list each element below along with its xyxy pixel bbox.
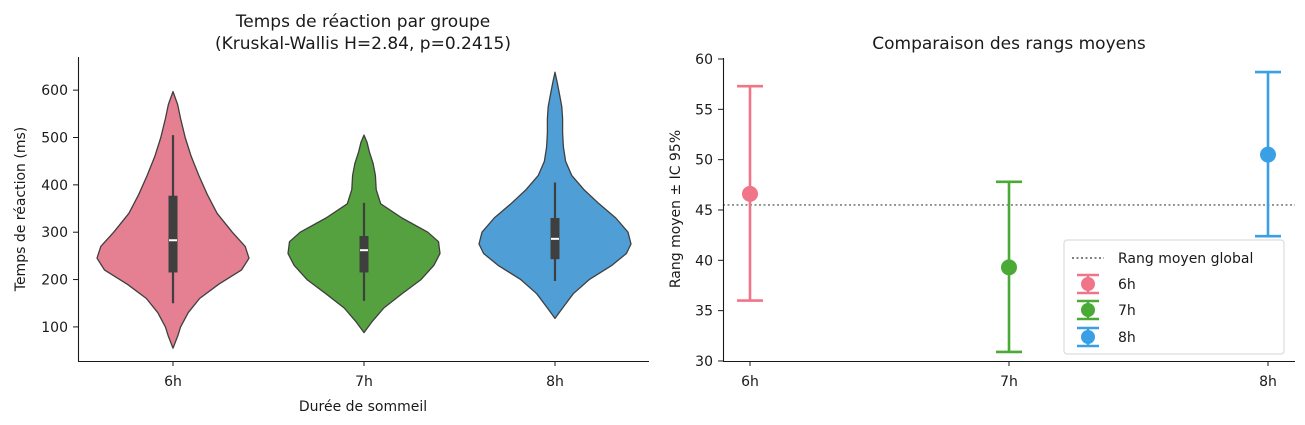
- legend-label-7h: 7h: [1118, 303, 1136, 319]
- violin-y-tick-label: 300: [41, 225, 68, 241]
- errorbar-y-tick-label: 30: [695, 354, 713, 370]
- errorbar-x-tick-label: 6h: [741, 374, 759, 390]
- mean-point-8h: [1260, 146, 1276, 163]
- legend: Rang moyen global 6h 7h 8h: [1063, 239, 1285, 355]
- legend-frame: [1063, 239, 1285, 355]
- errorbar-y-tick-label: 35: [695, 304, 713, 320]
- violin-x-axis-label: Durée de sommeil: [299, 399, 427, 415]
- violin-x-ticks: 6h 7h 8h: [164, 361, 564, 390]
- errorbar-chart-title: Comparaison des rangs moyens: [872, 34, 1146, 54]
- violin-iqr-box-6h: [168, 195, 178, 273]
- mean-point-6h: [742, 185, 758, 202]
- violin-x-tick-label: 6h: [164, 374, 182, 390]
- violin-chart: Temps de réaction par groupe (Kruskal-Wa…: [13, 12, 649, 415]
- errorbar-y-tick-label: 40: [695, 253, 713, 269]
- violin-chart-title-line2: (Kruskal-Wallis H=2.84, p=0.2415): [215, 34, 511, 54]
- violin-y-tick-label: 100: [41, 320, 68, 336]
- legend-label-ref: Rang moyen global: [1118, 251, 1253, 267]
- errorbar-chart: Comparaison des rangs moyens 30 35 40 45 50 5…: [668, 34, 1295, 390]
- legend-marker-dot-6h: [1081, 277, 1095, 291]
- violin-y-tick-label: 500: [41, 130, 68, 146]
- errorbar-y-tick-label: 45: [695, 203, 713, 219]
- errorbar-y-tick-label: 50: [695, 153, 713, 169]
- violin-y-tick-label: 200: [41, 273, 68, 289]
- errorbar-y-axis-label: Rang moyen ± IC 95%: [668, 130, 684, 288]
- legend-marker-dot-7h: [1081, 303, 1095, 317]
- errorbar-y-tick-label: 60: [695, 52, 713, 68]
- errorbar-x-tick-label: 8h: [1259, 374, 1277, 390]
- mean-point-7h: [1001, 259, 1017, 276]
- legend-marker-dot-8h: [1081, 330, 1095, 344]
- violin-chart-title-line1: Temps de réaction par groupe: [235, 12, 490, 32]
- violin-iqr-box-7h: [359, 235, 369, 273]
- errorbar-y-ticks: 30 35 40 45 50 55 60: [695, 52, 723, 370]
- legend-label-8h: 8h: [1118, 330, 1136, 346]
- legend-label-6h: 6h: [1118, 277, 1136, 293]
- legend-markers: [1077, 273, 1099, 348]
- violin-y-ticks: 100 200 300 400 500 600: [41, 83, 78, 336]
- violin-plot-area: [96, 71, 632, 349]
- violin-y-tick-label: 400: [41, 178, 68, 194]
- violin-y-tick-label: 600: [41, 83, 68, 99]
- violin-y-axis-label: Temps de réaction (ms): [13, 127, 29, 292]
- errorbar-x-tick-label: 7h: [1000, 374, 1018, 390]
- violin-x-tick-label: 8h: [546, 374, 564, 390]
- violin-x-tick-label: 7h: [355, 374, 373, 390]
- errorbar-plot-area: [723, 70, 1295, 354]
- errorbar-y-tick-label: 55: [695, 102, 713, 118]
- errorbar-x-ticks: 6h 7h 8h: [741, 361, 1277, 390]
